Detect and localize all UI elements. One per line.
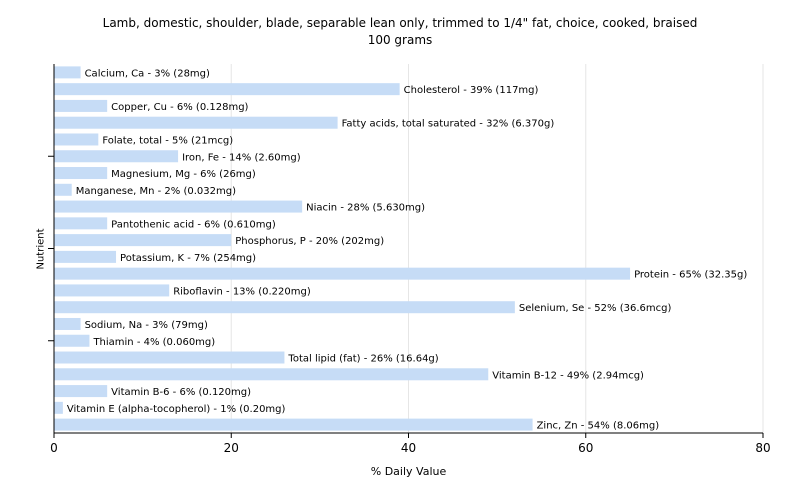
bar	[54, 150, 179, 163]
bar-label: Thiamin - 4% (0.060mg)	[92, 337, 215, 348]
bar	[54, 267, 631, 280]
bar	[54, 368, 489, 381]
bar-label: Sodium, Na - 3% (79mg)	[85, 320, 208, 331]
bar-label: Calcium, Ca - 3% (28mg)	[85, 68, 210, 79]
bar	[54, 217, 108, 230]
bar	[54, 401, 63, 414]
bar	[54, 284, 170, 297]
x-axis-label: % Daily Value	[370, 465, 447, 478]
bar-label: Iron, Fe - 14% (2.60mg)	[182, 152, 301, 163]
bar	[54, 351, 285, 364]
bar-label: Vitamin B-12 - 49% (2.94mcg)	[492, 370, 644, 381]
bar-label: Folate, total - 5% (21mcg)	[102, 135, 233, 146]
bar	[54, 167, 108, 180]
bar-label: Protein - 65% (32.35g)	[634, 270, 747, 281]
bar	[54, 116, 338, 129]
x-tick-label: 40	[401, 441, 416, 455]
x-tick-label: 60	[578, 441, 593, 455]
bar	[54, 301, 515, 314]
bar-label: Vitamin B-6 - 6% (0.120mg)	[111, 387, 251, 398]
x-tick-label: 0	[50, 441, 58, 455]
bar	[54, 83, 400, 96]
bar	[54, 385, 108, 398]
bar-label: Magnesium, Mg - 6% (26mg)	[111, 169, 256, 180]
bar-label: Niacin - 28% (5.630mg)	[306, 203, 425, 214]
bar-label: Selenium, Se - 52% (36.6mcg)	[519, 303, 672, 314]
bar-label: Fatty acids, total saturated - 32% (6.37…	[342, 119, 555, 130]
bar-label: Vitamin E (alpha-tocopherol) - 1% (0.20m…	[67, 404, 286, 415]
bar-label: Cholesterol - 39% (117mg)	[404, 85, 539, 96]
x-tick-label: 80	[755, 441, 770, 455]
bar	[54, 183, 72, 196]
bar	[54, 133, 99, 146]
bar	[54, 66, 81, 79]
bar	[54, 250, 117, 263]
bar-label: Copper, Cu - 6% (0.128mg)	[111, 102, 248, 113]
bar-label: Manganese, Mn - 2% (0.032mg)	[76, 186, 236, 197]
chart-title: Lamb, domestic, shoulder, blade, separab…	[102, 16, 698, 30]
bar-label: Zinc, Zn - 54% (8.06mg)	[537, 421, 660, 432]
bar	[54, 334, 90, 347]
bar	[54, 200, 303, 213]
bar-label: Riboflavin - 13% (0.220mg)	[173, 286, 311, 297]
bar	[54, 317, 81, 330]
bar-label: Total lipid (fat) - 26% (16.64g)	[287, 354, 438, 365]
y-axis-label: Nutrient	[35, 228, 47, 270]
x-tick-label: 20	[224, 441, 239, 455]
bar-label: Phosphorus, P - 20% (202mg)	[235, 236, 384, 247]
bar-label: Pantothenic acid - 6% (0.610mg)	[111, 219, 276, 230]
bar-label: Potassium, K - 7% (254mg)	[120, 253, 256, 264]
bar	[54, 99, 108, 112]
bar	[54, 418, 533, 431]
bar	[54, 234, 232, 247]
chart-subtitle: 100 grams	[367, 33, 433, 47]
